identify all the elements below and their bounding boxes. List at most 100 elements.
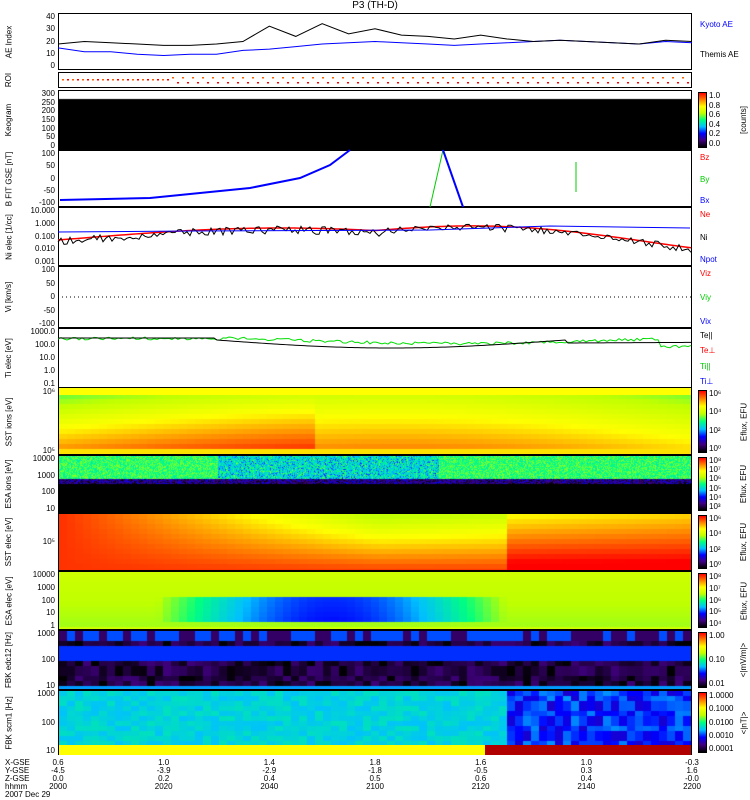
- colorbar-tick: 0.6: [709, 110, 721, 120]
- panel-4-frame: [58, 207, 692, 266]
- panel-9-frame: [58, 513, 692, 571]
- xaxis-tick: -2.9: [262, 766, 277, 775]
- panel-7-ytick: 10⁵: [42, 446, 55, 455]
- xaxis-tick: -0.3: [685, 758, 699, 767]
- xaxis-tick: -1.8: [368, 766, 382, 775]
- panel-0-frame: [58, 13, 692, 70]
- panel-6-ytick: 100.0: [34, 340, 55, 349]
- colorbar-label: Eflux, EFU: [739, 581, 748, 620]
- colorbar-tick: 0.0010: [709, 730, 734, 740]
- panel-0-ytick: 0: [50, 61, 55, 70]
- plot-title: P3 (TH-D): [352, 0, 398, 11]
- panel-3-ytick: 0: [50, 173, 55, 183]
- panel-4-ytick: 1.000: [34, 218, 55, 228]
- panel-5-ytick: 50: [46, 278, 55, 288]
- colorbar-tick: 0.0100: [709, 717, 734, 727]
- xaxis-tick: 2140: [577, 782, 596, 791]
- xaxis-tick: 1.6: [475, 758, 487, 767]
- colorbar-label: <|nT|>: [739, 711, 748, 734]
- xaxis-tick: 0.3: [580, 766, 592, 775]
- panel-3-ytick: 100: [41, 149, 55, 158]
- xaxis-tick: 0.0: [52, 774, 64, 783]
- panel-8-colorbar: [698, 457, 707, 511]
- colorbar-tick: 10⁴: [709, 529, 722, 539]
- colorbar-tick: 1.0000: [709, 691, 734, 700]
- panel-4-ytick: 10.000: [30, 206, 55, 215]
- panel-0-ytick: 30: [46, 24, 55, 34]
- colorbar-label: [counts]: [739, 106, 748, 135]
- panel-10-ytick: 10000: [32, 570, 55, 579]
- legend-Ti||: Ti||: [700, 361, 711, 371]
- panel-5-frame: [58, 266, 692, 328]
- panel-2-ytick: 150: [41, 115, 55, 124]
- xaxis-tick: 2120: [471, 782, 490, 791]
- colorbar-label: Eflux, EFU: [739, 522, 748, 562]
- panel-12-colorbar: [698, 692, 707, 753]
- colorbar-label: Eflux, EFU: [739, 402, 748, 441]
- colorbar-tick: 0.0001: [709, 744, 734, 753]
- panel-12-spectrogram: [59, 691, 691, 754]
- xaxis-tick: 0.5: [369, 774, 381, 783]
- colorbar-tick: 0.01: [709, 679, 725, 688]
- colorbar-tick: 10⁰: [709, 444, 722, 453]
- legend-Bx: Bx: [700, 196, 710, 205]
- xaxis-row-label: X-GSE: [5, 758, 30, 767]
- panel-2-ytick: 100: [41, 123, 55, 133]
- xaxis-tick: -3.9: [156, 766, 171, 775]
- panel-12-ytick: 1000: [37, 689, 55, 698]
- xaxis-tick: 1.4: [263, 758, 275, 767]
- panel-8-ytick: 10: [46, 504, 55, 513]
- panel-11-frame: [58, 630, 692, 690]
- colorbar-tick: 10⁴: [709, 407, 722, 417]
- xaxis-tick: 2040: [260, 782, 279, 791]
- panel-3-ytick: -100: [38, 198, 55, 207]
- panel-9-colorbar: [698, 515, 707, 569]
- panel-11-ytick: 100: [41, 655, 55, 664]
- panel-3-ytick: -50: [43, 185, 55, 195]
- panel-1-ylabel: ROI: [4, 72, 13, 88]
- xaxis-tick: 1.8: [369, 758, 381, 767]
- legend-Viz: Viz: [700, 269, 711, 278]
- panel-10-ytick: 10: [46, 608, 55, 618]
- colorbar-tick: 1.00: [709, 631, 725, 640]
- panel-11-colorbar: [698, 632, 707, 688]
- xaxis-tick: -4.5: [51, 766, 65, 775]
- panel-4-ytick: 0.010: [34, 244, 55, 254]
- colorbar-tick: 10⁶: [709, 595, 722, 605]
- xaxis-tick: 2100: [366, 782, 384, 791]
- panel-3-ytick: 50: [46, 161, 55, 171]
- panel-7-colorbar: [698, 390, 707, 453]
- panel-8-ytick: 1000: [37, 470, 55, 480]
- panel-8-spectrogram: [59, 456, 691, 512]
- xaxis-date: 2007 Dec 29: [5, 790, 51, 799]
- colorbar-tick: 10⁸: [709, 572, 722, 581]
- colorbar-tick: 10⁷: [709, 583, 721, 593]
- colorbar-tick: 10⁰: [709, 560, 722, 569]
- panel-11-spectrogram: [59, 631, 691, 689]
- panel-3-frame: [58, 150, 692, 207]
- panel-5-ytick: -50: [43, 305, 55, 315]
- colorbar-tick: 10³: [709, 502, 721, 511]
- panel-7-ytick: 10⁶: [42, 387, 55, 396]
- xaxis-row-label: Y-GSE: [5, 766, 30, 775]
- panel-10-spectrogram: [59, 572, 691, 629]
- colorbar-label: <|mV/m|>: [739, 642, 748, 678]
- panel-2-ytick: 0: [50, 141, 55, 150]
- colorbar-tick: 10⁵: [709, 607, 722, 617]
- panel-9-ytick: 10⁵: [42, 537, 55, 546]
- panel-6-frame: [58, 328, 692, 388]
- xaxis-tick: 0.2: [158, 774, 170, 783]
- panel-2-frame: [58, 90, 692, 150]
- panel-2-ytick: 300: [41, 89, 55, 98]
- xaxis-tick: 1.0: [580, 758, 592, 767]
- panel-10-ytick: 100: [41, 595, 55, 605]
- xaxis-tick: 2200: [683, 782, 701, 791]
- legend-By: By: [700, 174, 710, 184]
- panel-10-ytick: 1: [50, 621, 55, 630]
- panel-6-ytick: 10.0: [39, 353, 55, 362]
- colorbar-label: Eflux, EFU: [739, 464, 748, 504]
- colorbar-tick: 10⁴: [709, 492, 722, 502]
- panel-8-ytick: 10000: [32, 454, 55, 463]
- legend-1: Themis AE: [700, 50, 739, 59]
